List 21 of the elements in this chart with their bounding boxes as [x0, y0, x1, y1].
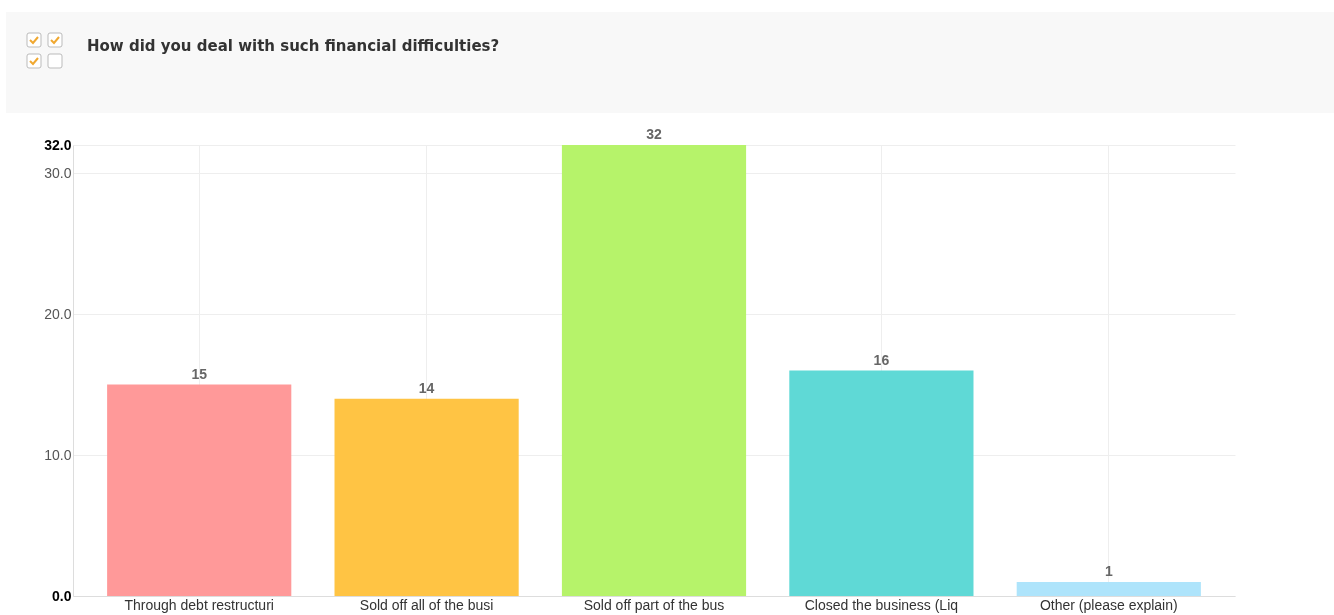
data-label: 16	[873, 351, 890, 368]
x-tick-label: Through debt restructuri	[124, 596, 274, 613]
x-tick-label: Closed the business (Liq	[804, 596, 959, 613]
y-tick-label: 32.0	[44, 136, 72, 153]
data-label: 32	[646, 126, 662, 142]
y-tick-label: 0.0	[52, 587, 72, 604]
x-tick-label: Other (please explain)	[1039, 596, 1178, 613]
bar	[334, 398, 519, 596]
bar	[561, 145, 747, 596]
x-tick-label: Sold off part of the bus	[583, 596, 725, 613]
y-tick-label: 30.0	[44, 164, 72, 181]
bar	[789, 370, 974, 596]
bar	[1016, 581, 1201, 596]
y-tick-label: 10.0	[44, 446, 72, 463]
x-tick-label: Sold off all of the busi	[359, 596, 494, 613]
data-label: 1	[1104, 562, 1113, 579]
chart-title: How did you deal with such financial difficulties?	[87, 37, 500, 55]
data-label: 14	[418, 379, 435, 396]
y-tick-label: 20.0	[44, 305, 72, 322]
bar	[107, 384, 292, 596]
data-label: 15	[191, 365, 208, 382]
